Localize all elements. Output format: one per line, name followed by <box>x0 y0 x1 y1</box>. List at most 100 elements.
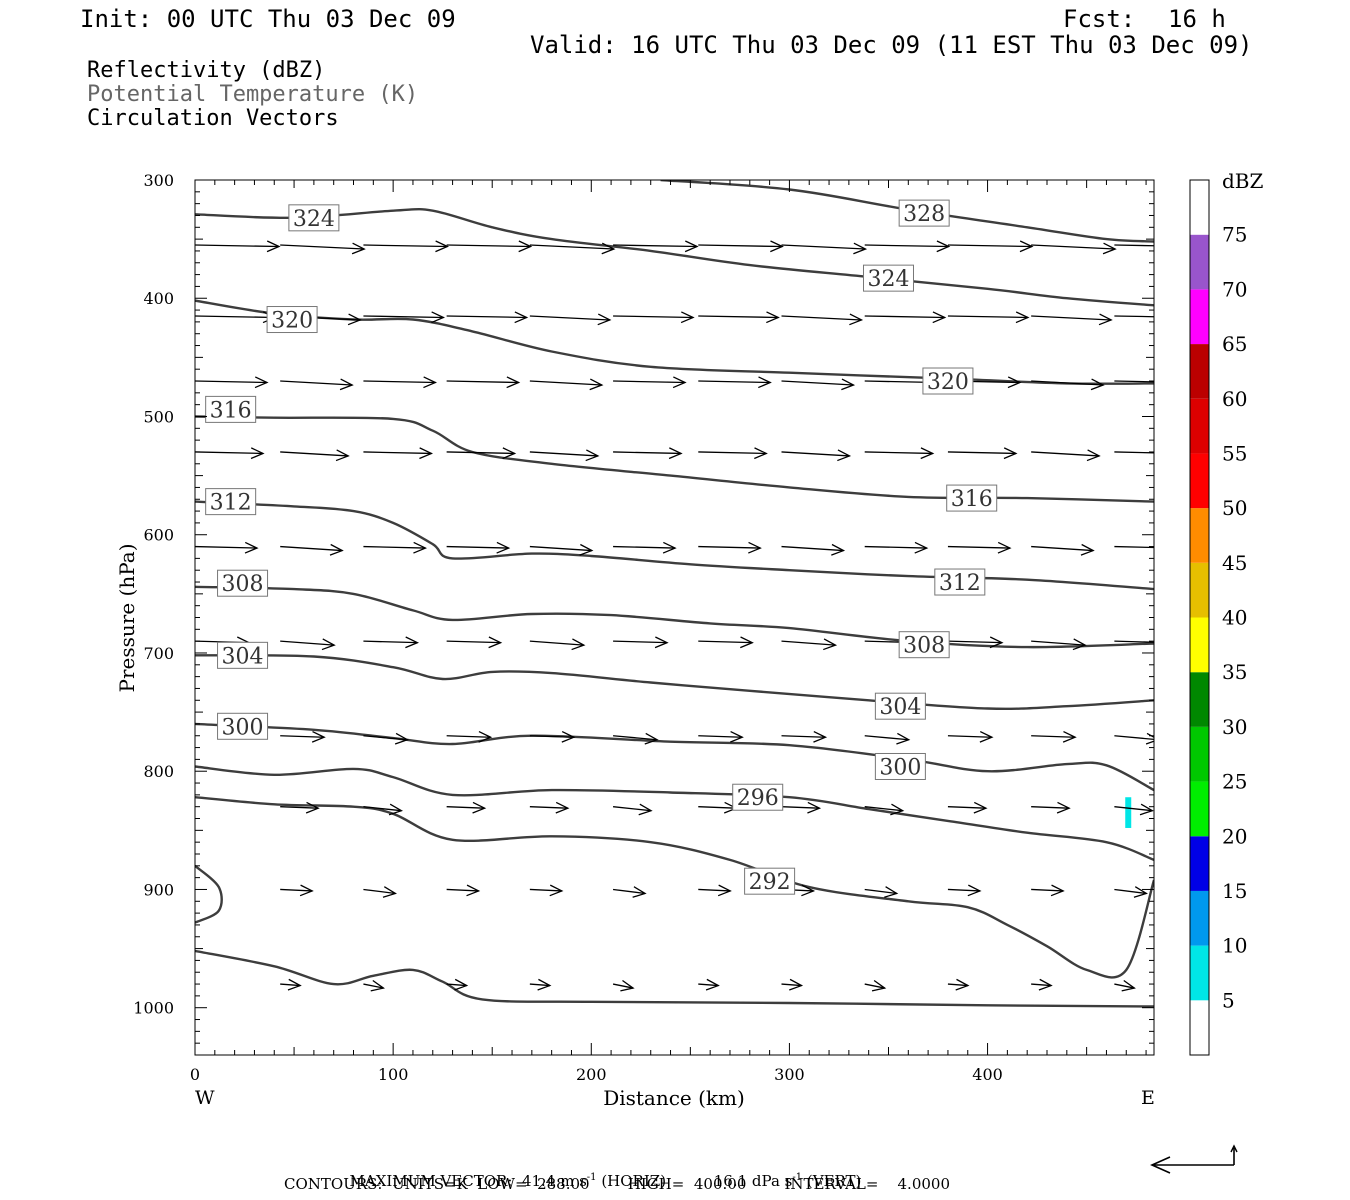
colorbar-label-5: 5 <box>1222 988 1235 1012</box>
vector-shaft <box>1114 735 1154 740</box>
vector-shaft <box>864 545 927 549</box>
vector-shaft <box>947 315 1028 319</box>
contour-label-300-1: 300 <box>874 752 926 780</box>
circulation-vector-0-5 <box>613 240 699 253</box>
circulation-vector-0-3 <box>446 240 533 253</box>
legend-potential-temperature: Potential Temperature (K) <box>87 82 419 107</box>
vector-shaft <box>1031 888 1064 892</box>
vector-shaft <box>529 451 598 457</box>
vector-head <box>1086 449 1101 462</box>
circulation-vector-6-10 <box>1114 732 1154 745</box>
theta-contour-292 <box>195 796 1154 979</box>
contour-label-304-1: 304 <box>874 692 926 720</box>
vector-shaft <box>947 806 986 809</box>
axis-ticks <box>194 179 1154 1056</box>
vector-head <box>1007 376 1022 389</box>
vector-shaft <box>698 244 783 248</box>
reflectivity-cell-0 <box>1125 797 1132 828</box>
vector-head <box>502 447 517 460</box>
vector-head <box>250 447 265 460</box>
contour-label-300-0: 300 <box>217 712 269 740</box>
vector-head <box>823 638 838 651</box>
vector-shaft <box>446 545 509 549</box>
colorbar-label-35: 35 <box>1222 660 1247 684</box>
vector-head <box>339 378 354 391</box>
vector-shaft <box>363 983 384 989</box>
circulation-vector-9-8 <box>947 978 970 991</box>
vector-shaft <box>698 888 731 892</box>
reference-vector-icon <box>1150 1144 1238 1174</box>
circulation-vector-5-10 <box>1031 638 1087 651</box>
contour-label-box <box>205 488 257 516</box>
circulation-vector-4-3 <box>446 541 511 554</box>
vector-head <box>1156 637 1168 648</box>
vector-head <box>466 884 481 897</box>
vector-shaft <box>612 888 646 895</box>
y-tick-label-400: 400 <box>143 289 174 308</box>
vector-shaft <box>947 888 980 892</box>
circulation-vector-0-7 <box>781 242 868 255</box>
vector-head <box>419 447 434 460</box>
colorbar-segment-9 <box>1190 508 1209 563</box>
contour-label-box <box>732 783 784 811</box>
circulation-vector-6-7 <box>864 732 911 745</box>
vector-head <box>620 979 635 992</box>
contour-label-box <box>898 631 950 659</box>
y-tick-label-1000: 1000 <box>133 999 174 1018</box>
colorbar-segment-2 <box>1190 890 1209 946</box>
colorbar-label-50: 50 <box>1222 496 1247 520</box>
vector-shaft <box>864 315 945 319</box>
vector-shaft <box>864 735 909 741</box>
vector-shaft <box>1031 983 1052 987</box>
vector-shaft <box>947 735 992 738</box>
vector-head <box>754 447 768 460</box>
circulation-vector-5-4 <box>529 638 586 651</box>
vector-head <box>555 801 570 814</box>
vector-head <box>644 732 659 745</box>
vector-head <box>1019 240 1034 253</box>
contour-label-box <box>217 712 269 740</box>
circulation-vector-8-5 <box>698 884 732 897</box>
vector-shaft <box>698 545 761 549</box>
colorbar-segment-7 <box>1190 617 1209 673</box>
circulation-vector-6-2 <box>446 730 493 743</box>
contour-label-320-1: 320 <box>922 367 974 395</box>
vector-head <box>537 978 552 991</box>
circulation-vector-3-7 <box>781 449 852 462</box>
circulation-vector-4-8 <box>864 541 929 554</box>
circulation-vector-9-0 <box>280 978 302 991</box>
x-axis-west-label: W <box>195 1087 215 1109</box>
contour-label-292-0: 292 <box>744 867 796 895</box>
vector-shaft <box>446 888 479 892</box>
circulation-vector-4-9 <box>947 541 1012 554</box>
vector-head <box>1174 377 1186 388</box>
forecast-hour: 16 h <box>1168 5 1226 33</box>
colorbar-frame <box>1189 179 1210 1056</box>
vector-shaft <box>781 983 802 987</box>
vector-head <box>1090 378 1105 391</box>
vector-head <box>305 801 320 814</box>
contour-label-312-1: 312 <box>934 568 986 596</box>
theta-contour-320 <box>195 299 1154 385</box>
circulation-vector-8-8 <box>947 884 982 897</box>
vector-head <box>1139 803 1154 816</box>
vector-shaft <box>1114 451 1154 454</box>
circulation-vector-9-7 <box>864 979 887 992</box>
vector-head <box>579 543 594 556</box>
vector-head <box>1121 979 1136 992</box>
contour-label-text: 304 <box>222 644 264 669</box>
horiz-max-value: 41.4 m s <box>521 1172 587 1190</box>
circulation-vector-5-3 <box>446 636 503 649</box>
vector-shaft <box>363 888 396 895</box>
circulation-vector-3-0 <box>195 447 265 460</box>
colorbar-segment-8 <box>1190 562 1209 618</box>
vector-shaft <box>529 244 614 250</box>
vector-head <box>841 378 856 391</box>
vector-head <box>1170 448 1182 459</box>
colorbar-label-15: 15 <box>1222 879 1247 903</box>
vector-head <box>789 978 804 991</box>
circulation-vector-7-7 <box>864 803 905 816</box>
contour-label-box <box>217 569 269 597</box>
circulation-vector-9-6 <box>781 978 804 991</box>
vector-head <box>347 313 362 326</box>
